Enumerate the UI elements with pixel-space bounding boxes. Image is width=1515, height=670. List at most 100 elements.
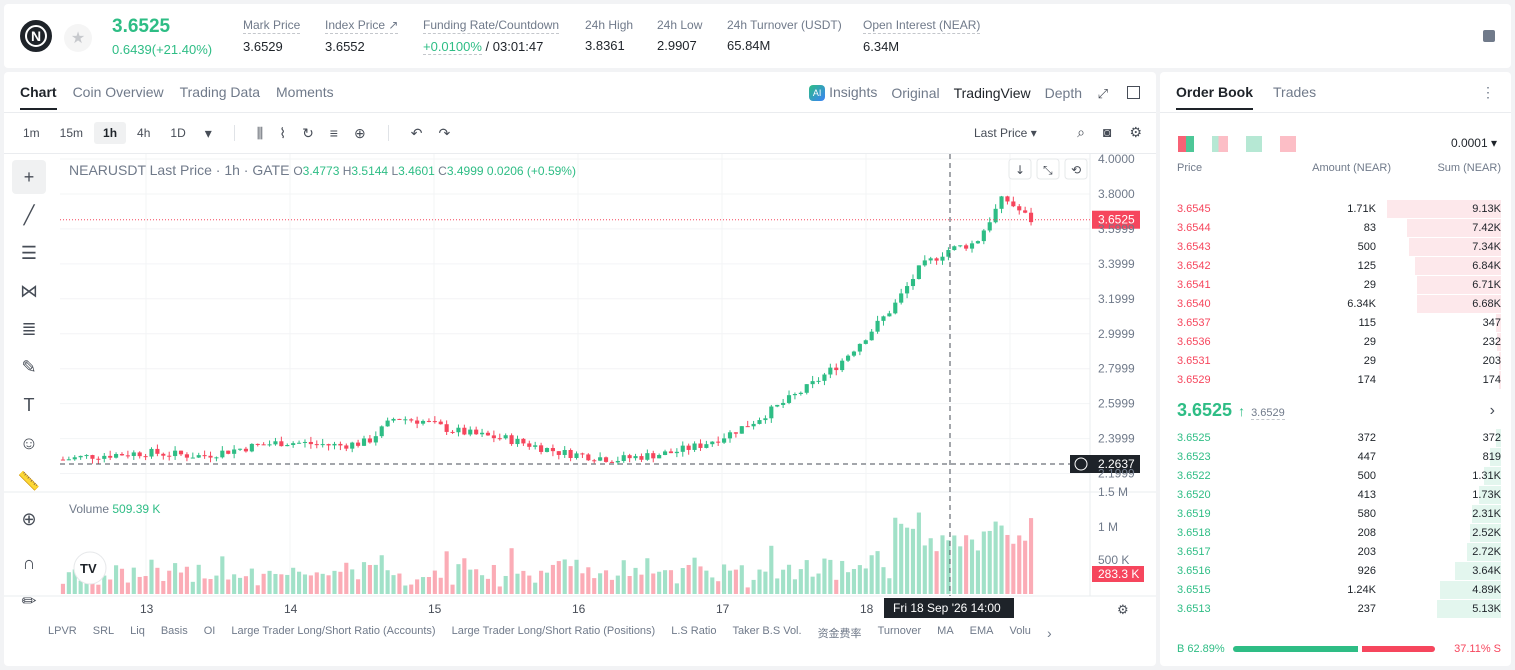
orderbook-row[interactable]: 3.6520 413 1.73K [1160,486,1511,505]
stat-value: 6.34M [863,39,900,54]
caret-down-icon[interactable]: ▾ [204,124,212,141]
replay-icon[interactable]: ↻ [302,124,314,141]
stat-label[interactable]: Open Interest (NEAR) [863,18,981,34]
asks-view-icon[interactable] [1280,136,1296,152]
bids-view-icon[interactable] [1246,136,1262,152]
indicator-item[interactable]: Liq [130,625,145,637]
indicator-icon[interactable]: ⌇ [279,124,287,141]
indicator-item[interactable]: MA [937,625,954,637]
timeframe-15m[interactable]: 15m [59,126,84,140]
volume-bar [131,567,136,594]
indicator-item[interactable]: Taker B.S Vol. [732,625,802,637]
tab-trades[interactable]: Trades [1273,84,1317,100]
orderbook-row[interactable]: 3.6517 203 2.72K [1160,543,1511,562]
tab-coin-overview[interactable]: Coin Overview [72,84,164,100]
timeframe-1m[interactable]: 1m [23,126,40,140]
emoji-icon[interactable]: ☺ [19,432,39,453]
brush-icon[interactable]: ✎ [21,356,37,377]
indicator-item[interactable]: LPVR [48,625,77,637]
stat-label[interactable]: Funding Rate/Countdown [423,18,560,34]
pattern-icon[interactable]: ⋈ [20,280,38,301]
indicator-item[interactable]: Turnover [877,625,922,637]
orderbook-row[interactable]: 3.6519 580 2.31K [1160,505,1511,524]
window-icon[interactable] [1127,86,1140,99]
chevron-right-icon[interactable]: › [1489,402,1495,419]
orderbook-row[interactable]: 3.6518 208 2.52K [1160,524,1511,543]
indicator-item[interactable]: EMA [969,625,994,637]
horizontal-lines-icon[interactable]: ☰ [20,242,38,263]
split-view-icon[interactable] [1212,136,1228,152]
timeframe-1d[interactable]: 1D [170,126,186,140]
orderbook-row[interactable]: 3.6544 83 7.42K [1160,219,1511,238]
insights-button[interactable]: AI Insights [809,84,877,102]
indicator-item[interactable]: Basis [160,625,188,637]
price-chart[interactable]: 3.6525 2.2637 Fri 18 Sep '26 14:00 283.3 K N… [4,72,1156,666]
indicator-item[interactable]: Volu [1009,625,1031,637]
indicator-item[interactable]: SRL [92,625,115,637]
crosshair-icon[interactable]: + [12,160,46,194]
ruler-icon[interactable]: 📏 [17,470,41,491]
volume-bar [993,521,998,594]
candle-body [1005,196,1010,202]
text-icon[interactable]: T [23,394,35,415]
orderbook-row[interactable]: 3.6515 1.24K 4.89K [1160,581,1511,600]
orderbook-row[interactable]: 3.6525 372 372 [1160,429,1511,448]
expand-icon[interactable]: ⤢ [1097,86,1108,101]
book-icon[interactable] [1483,30,1495,42]
col-amount: Amount (NEAR) [1312,162,1391,174]
tab-trading-data[interactable]: Trading Data [179,84,261,100]
row-price: 3.6541 [1177,279,1211,291]
indicator-item[interactable]: OI [203,625,216,637]
stat-label[interactable]: Mark Price [243,18,301,34]
funding-rate[interactable]: +0.0100% [423,39,482,55]
indicator-item[interactable]: 资金费率 [817,628,862,640]
timeframe-1h[interactable]: 1h [94,122,127,144]
orderbook-row[interactable]: 3.6543 500 7.34K [1160,238,1511,257]
camera-icon[interactable]: ◙ [1102,124,1112,140]
chevron-right-icon[interactable]: › [1046,625,1052,641]
volume-bar [568,566,573,594]
indicator-item[interactable]: L.S Ratio [671,625,717,637]
tab-tradingview[interactable]: TradingView [953,84,1031,101]
tab-moments[interactable]: Moments [276,84,334,100]
timeframe-4h[interactable]: 4h [137,126,151,140]
more-icon[interactable]: ⋮ [1481,84,1495,100]
price-type-select[interactable]: Last Price ▾ [974,126,1037,140]
stat-label[interactable]: Index Price ↗ [325,18,399,34]
orderbook-row[interactable]: 3.6516 926 3.64K [1160,562,1511,581]
template-icon[interactable]: ≡ [329,125,338,141]
tab-depth[interactable]: Depth [1044,84,1082,101]
orderbook-row[interactable]: 3.6536 29 232 [1160,333,1511,352]
gear-icon[interactable]: ⚙ [1129,124,1142,140]
precision-select[interactable]: 0.0001 ▾ [1450,136,1497,150]
tab-original[interactable]: Original [891,84,940,101]
orderbook-row[interactable]: 3.6531 29 203 [1160,352,1511,371]
zoom-in-icon[interactable]: ⊕ [21,508,37,529]
orderbook-row[interactable]: 3.6513 237 5.13K [1160,600,1511,619]
orderbook-row[interactable]: 3.6522 500 1.31K [1160,467,1511,486]
tab-order-book[interactable]: Order Book [1176,84,1254,110]
trend-line-icon[interactable]: ╱ [23,204,35,225]
redo-icon[interactable]: ↷ [438,124,451,141]
scroll-to-latest-icon-bg [1008,158,1032,180]
orderbook-row[interactable]: 3.6542 125 6.84K [1160,257,1511,276]
indicator-item[interactable]: Large Trader Long/Short Ratio (Accounts) [231,625,436,637]
volume-bar [934,551,939,594]
search-icon[interactable]: ⌕ [1077,124,1085,140]
tab-chart[interactable]: Chart [20,84,57,110]
orderbook-row[interactable]: 3.6529 174 174 [1160,371,1511,390]
fib-icon[interactable]: ≣ [21,318,37,339]
magnet-icon[interactable]: ∩ [22,552,36,573]
both-view-icon[interactable] [1178,136,1194,152]
undo-icon[interactable]: ↶ [410,124,423,141]
orderbook-row[interactable]: 3.6523 447 819 [1160,448,1511,467]
orderbook-row[interactable]: 3.6540 6.34K 6.68K [1160,295,1511,314]
orderbook-row[interactable]: 3.6545 1.71K 9.13K [1160,200,1511,219]
indicator-item[interactable]: Large Trader Long/Short Ratio (Positions… [451,625,656,637]
orderbook-row[interactable]: 3.6541 29 6.71K [1160,276,1511,295]
star-icon[interactable]: ★ [64,24,92,52]
candles-icon[interactable]: ⫼ [256,124,264,141]
volume-bar [822,558,827,594]
orderbook-row[interactable]: 3.6537 115 347 [1160,314,1511,333]
add-alert-icon[interactable]: ⊕ [353,124,366,141]
